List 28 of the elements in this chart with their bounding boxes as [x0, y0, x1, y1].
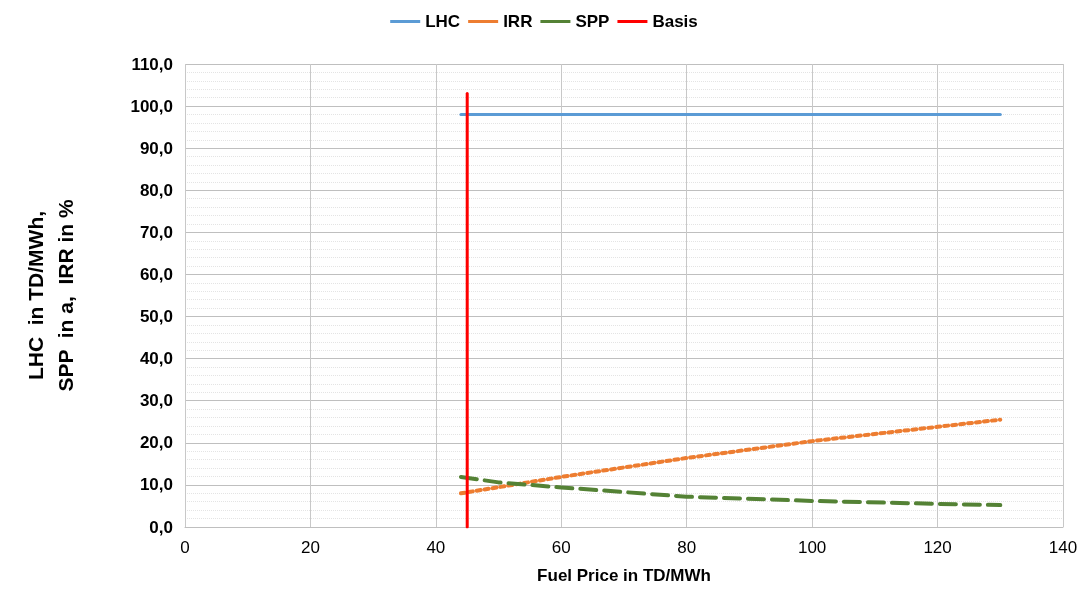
y-tick-label: 110,0 — [131, 54, 173, 74]
x-tick-label: 120 — [923, 538, 952, 557]
y-tick-label: 80,0 — [139, 180, 173, 200]
legend-label: Basis — [652, 12, 698, 31]
y-tick-label: 90,0 — [139, 138, 173, 158]
y-tick-label: 100,0 — [130, 96, 173, 116]
y-tick-label: 50,0 — [139, 307, 173, 327]
y-tick-label: 60,0 — [139, 264, 173, 284]
y-tick-label: 30,0 — [139, 391, 173, 411]
x-tick-label: 100 — [797, 538, 827, 557]
y-axis-title: LHC in TD/MWh, SPP in a, IRR in % — [23, 199, 77, 392]
x-tick-label: 60 — [551, 538, 571, 557]
x-tick-label: 80 — [677, 538, 697, 557]
legend-label: IRR — [503, 12, 533, 31]
y-tick-label: 40,0 — [139, 349, 173, 369]
y-tick-label: 70,0 — [139, 222, 173, 242]
legend-label: SPP — [575, 12, 610, 31]
x-tick-label: 0 — [180, 538, 190, 557]
x-tick-label: 140 — [1048, 538, 1078, 557]
y-tick-label: 20,0 — [139, 433, 173, 453]
y-tick-label: 0,0 — [149, 517, 173, 537]
x-axis-title: Fuel Price in TD/MWh — [537, 566, 711, 585]
y-tick-label: 10,0 — [139, 475, 173, 495]
line-series — [458, 474, 1003, 508]
x-tick-label: 20 — [300, 538, 320, 557]
legend-label: LHC — [425, 12, 461, 31]
line-series — [458, 417, 1003, 496]
x-tick-label: 40 — [426, 538, 446, 557]
